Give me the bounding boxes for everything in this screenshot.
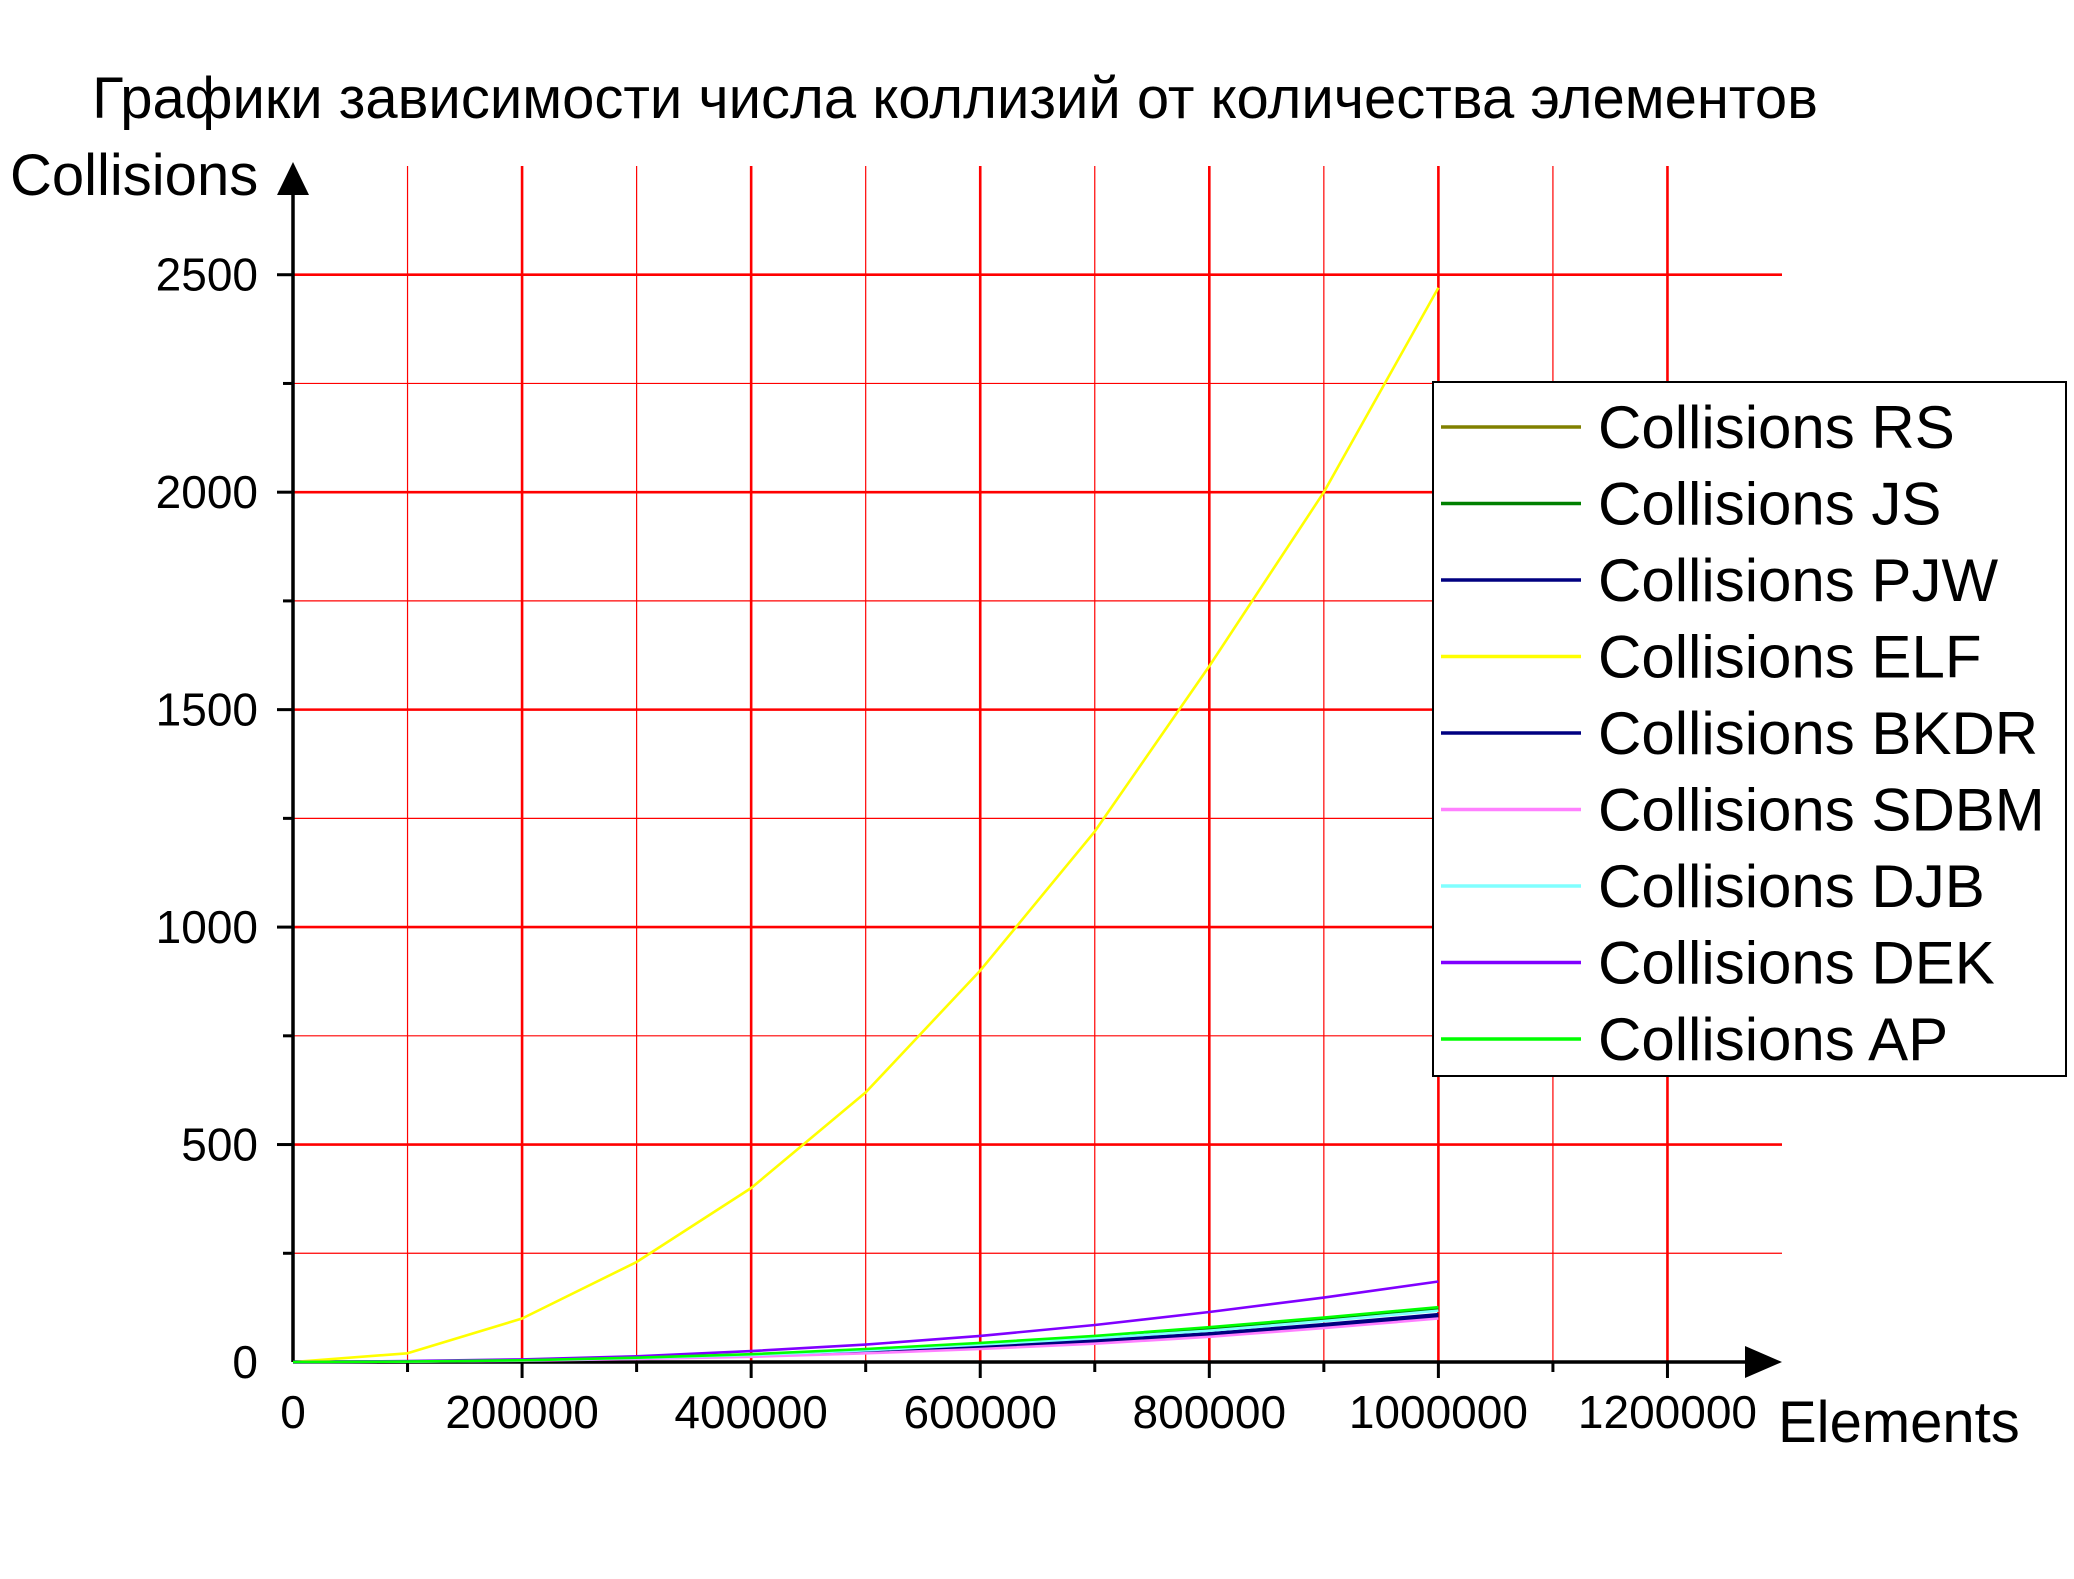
tick-labels: 0 200000 400000 600000 800000 1000000 1200000 0… (156, 249, 1757, 1438)
legend-label-collisions-sdbm: Collisions SDBM (1598, 777, 2045, 844)
legend-box (1432, 381, 2067, 1077)
x-tick-label: 1000000 (1349, 1386, 1528, 1438)
legend-label-collisions-ap: Collisions AP (1598, 1006, 1948, 1073)
y-axis-label: Collisions (10, 143, 258, 208)
legend: Collisions RS Collisions JS Collisions PJW… (1432, 381, 2067, 1077)
y-tick-label: 1500 (156, 684, 258, 736)
chart-title: Графики зависимости числа коллизий от ко… (92, 66, 1818, 131)
legend-label-collisions-dek: Collisions DEK (1598, 930, 1995, 997)
y-tick-label: 2000 (156, 466, 258, 518)
legend-label-collisions-pjw: Collisions PJW (1598, 547, 1998, 614)
x-tick-label: 400000 (674, 1386, 828, 1438)
x-axis-arrow (1745, 1346, 1782, 1378)
x-tick-label: 200000 (445, 1386, 599, 1438)
x-tick-label: 1200000 (1578, 1386, 1757, 1438)
legend-label-collisions-js: Collisions JS (1598, 471, 1941, 538)
x-tick-label: 800000 (1133, 1386, 1287, 1438)
x-axis-label: Elements (1778, 1390, 2020, 1455)
legend-label-collisions-rs: Collisions RS (1598, 394, 1955, 461)
y-tick-label: 1000 (156, 901, 258, 953)
legend-label-collisions-bkdr: Collisions BKDR (1598, 700, 2038, 767)
y-axis-arrow (277, 162, 309, 195)
axes (277, 162, 1782, 1378)
series-line-collisions-elf (292, 287, 1440, 1364)
y-tick-label: 0 (232, 1336, 258, 1388)
legend-label-collisions-djb: Collisions DJB (1598, 853, 1985, 920)
x-tick-label: 0 (280, 1386, 306, 1438)
data-series (292, 287, 1440, 1364)
y-tick-label: 2500 (156, 249, 258, 301)
legend-label-collisions-elf: Collisions ELF (1598, 624, 1981, 691)
grid (293, 166, 1782, 1362)
y-tick-label: 500 (181, 1119, 258, 1171)
series-line-collisions-ap (292, 1305, 1439, 1364)
x-tick-label: 600000 (903, 1386, 1057, 1438)
